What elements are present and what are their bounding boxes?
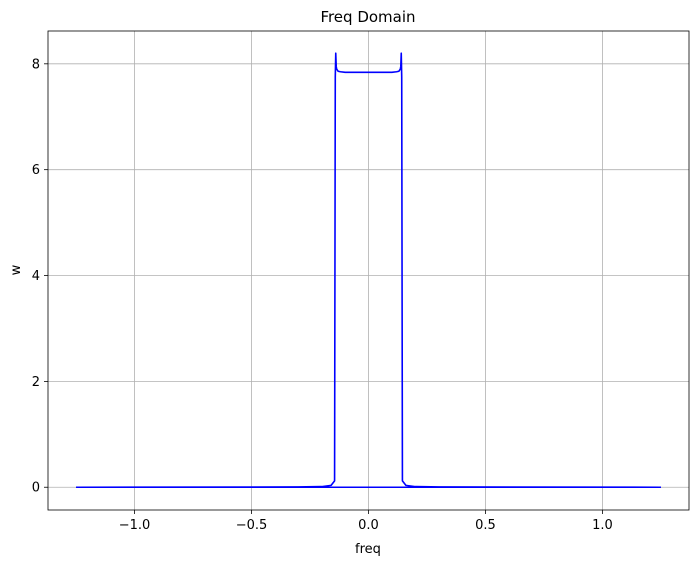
x-tick-label: 0.5 <box>475 518 496 533</box>
x-axis-label: freq <box>355 542 381 557</box>
x-axis-ticks: −1.0 −0.5 0.0 0.5 1.0 <box>119 510 613 533</box>
y-tick-label: 0 <box>32 481 40 496</box>
chart-title: Freq Domain <box>320 8 415 26</box>
y-tick-label: 8 <box>32 57 40 72</box>
x-tick-label: −1.0 <box>119 518 151 533</box>
x-tick-label: −0.5 <box>236 518 268 533</box>
grid <box>48 31 689 510</box>
x-tick-label: 1.0 <box>592 518 613 533</box>
series-line-0 <box>76 52 661 489</box>
y-axis-ticks: 0 2 4 6 8 <box>32 57 48 496</box>
y-axis-label: w <box>9 264 24 275</box>
series-layer <box>76 52 661 489</box>
x-tick-label: 0.0 <box>358 518 379 533</box>
y-tick-label: 6 <box>32 163 40 178</box>
y-tick-label: 4 <box>32 269 40 284</box>
y-tick-label: 2 <box>32 375 40 390</box>
